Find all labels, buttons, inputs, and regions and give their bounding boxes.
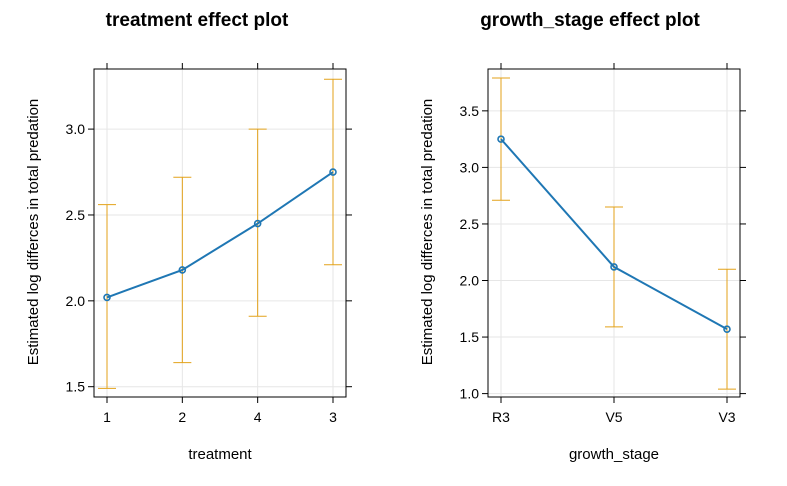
effect-line xyxy=(106,171,334,299)
y-tick-label: 1.0 xyxy=(460,386,480,402)
x-tick-label: R3 xyxy=(492,409,510,425)
chart-title: growth_stage effect plot xyxy=(480,10,700,31)
data-point xyxy=(253,219,262,228)
growth-stage-effect-panel: growth_stage effect plot growth_stage Es… xyxy=(419,10,746,463)
x-tick-label: V3 xyxy=(718,409,735,425)
x-axis-label: growth_stage xyxy=(569,446,659,463)
chart-title: treatment effect plot xyxy=(106,10,289,31)
grid-lines xyxy=(94,69,346,397)
effect-points xyxy=(497,135,731,333)
y-tick-label: 3.0 xyxy=(66,121,86,137)
x-tick-label: 2 xyxy=(178,409,186,425)
effect-points xyxy=(103,168,337,302)
data-point xyxy=(723,325,731,333)
x-tick-label: 1 xyxy=(103,409,111,425)
axis-ticks: 1.5 2.0 2.5 3.0 1 2 4 3 xyxy=(66,63,352,425)
data-point xyxy=(497,135,505,143)
treatment-effect-panel: treatment effect plot treatment Estimate… xyxy=(25,10,352,463)
y-tick-label: 1.5 xyxy=(460,329,480,345)
data-point xyxy=(610,263,618,271)
y-tick-label: 3.5 xyxy=(460,103,480,119)
x-tick-label: V5 xyxy=(605,409,622,425)
data-point xyxy=(103,293,111,302)
x-tick-label: 4 xyxy=(254,409,262,425)
y-axis-label: Estimated log differces in total predati… xyxy=(25,99,42,366)
data-point xyxy=(329,168,337,176)
y-tick-label: 2.0 xyxy=(460,273,480,289)
y-tick-label: 2.5 xyxy=(460,216,480,232)
y-tick-label: 2.0 xyxy=(66,293,86,309)
data-point xyxy=(178,266,187,274)
y-tick-label: 2.5 xyxy=(66,207,86,223)
y-tick-label: 3.0 xyxy=(460,159,480,175)
error-bars xyxy=(98,78,342,389)
x-axis-label: treatment xyxy=(188,446,252,463)
plot-frame xyxy=(93,68,347,398)
series-line xyxy=(500,138,728,331)
axis-ticks: 1.0 1.5 2.0 2.5 3.0 3.5 R3 V5 V3 xyxy=(460,63,746,425)
y-axis-label: Estimated log differces in total predati… xyxy=(419,99,436,366)
y-tick-label: 1.5 xyxy=(66,379,86,395)
effect-line xyxy=(500,138,728,331)
series-line xyxy=(106,171,334,299)
x-tick-label: 3 xyxy=(329,409,337,425)
